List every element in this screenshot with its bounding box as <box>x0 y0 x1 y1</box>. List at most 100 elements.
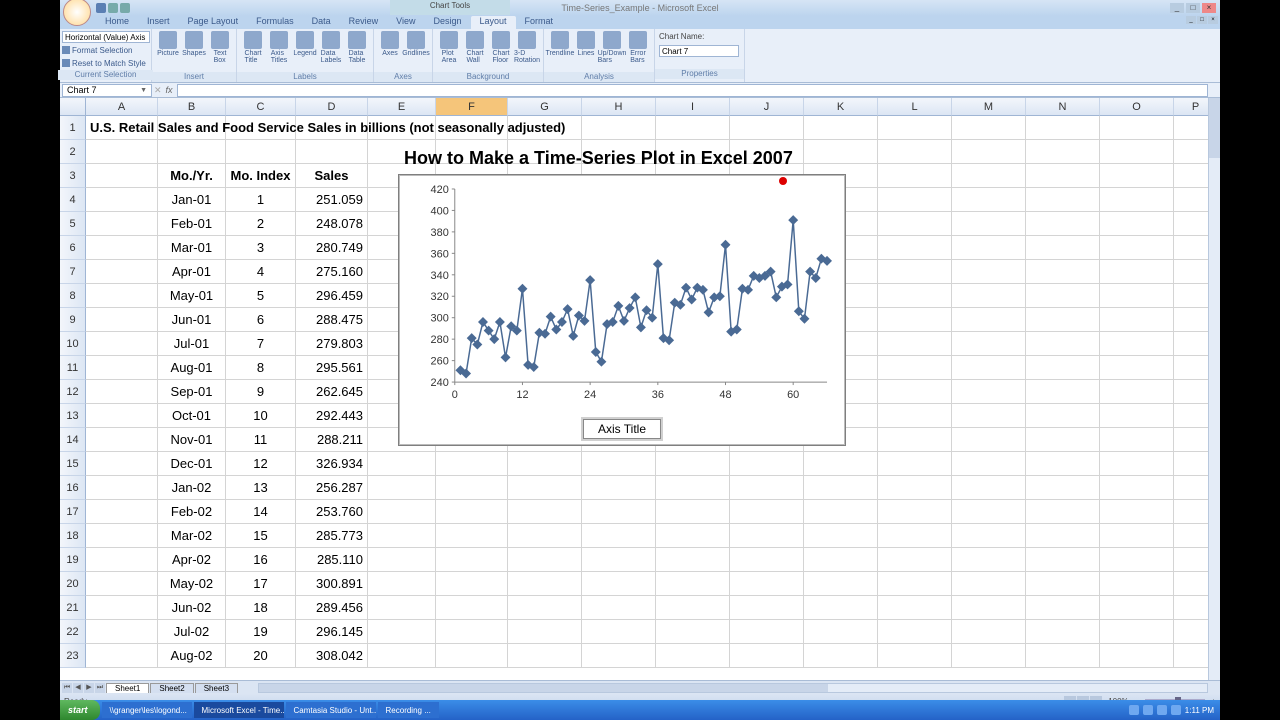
row-header[interactable]: 15 <box>60 452 86 476</box>
cell[interactable] <box>1100 212 1174 236</box>
cell[interactable]: Mar-02 <box>158 524 226 548</box>
cell[interactable] <box>804 524 878 548</box>
cell[interactable] <box>86 332 158 356</box>
cell[interactable] <box>1100 404 1174 428</box>
ribbon-3-d-rotation-button[interactable]: 3-DRotation <box>515 31 539 64</box>
cell[interactable] <box>86 548 158 572</box>
cell[interactable] <box>952 620 1026 644</box>
col-header-E[interactable]: E <box>368 98 436 116</box>
taskbar-item[interactable]: Microsoft Excel - Time... <box>194 702 284 718</box>
ribbon-text-box-button[interactable]: TextBox <box>208 31 232 64</box>
cell[interactable] <box>878 332 952 356</box>
cell[interactable]: 16 <box>226 548 296 572</box>
cell[interactable] <box>1026 164 1100 188</box>
cell[interactable] <box>226 140 296 164</box>
row-header[interactable]: 11 <box>60 356 86 380</box>
tab-design[interactable]: Design <box>424 16 470 29</box>
cell[interactable] <box>804 476 878 500</box>
tray-icon[interactable] <box>1143 705 1153 715</box>
cell[interactable]: Sep-01 <box>158 380 226 404</box>
cell[interactable] <box>86 260 158 284</box>
cell[interactable] <box>952 284 1026 308</box>
cell[interactable] <box>508 572 582 596</box>
cell[interactable] <box>508 500 582 524</box>
cell[interactable] <box>952 524 1026 548</box>
cell[interactable] <box>730 596 804 620</box>
tab-formulas[interactable]: Formulas <box>247 16 303 29</box>
tab-view[interactable]: View <box>387 16 424 29</box>
cell[interactable]: Mo. Index <box>226 164 296 188</box>
cell[interactable]: 15 <box>226 524 296 548</box>
cell[interactable] <box>878 236 952 260</box>
cell[interactable] <box>730 572 804 596</box>
cell[interactable] <box>1100 476 1174 500</box>
taskbar-item[interactable]: \\granger\les\logond... <box>102 702 192 718</box>
cell[interactable] <box>1026 524 1100 548</box>
cell[interactable]: Jul-02 <box>158 620 226 644</box>
row-header[interactable]: 7 <box>60 260 86 284</box>
cell[interactable] <box>656 548 730 572</box>
ribbon-plot-area-button[interactable]: PlotArea <box>437 31 461 64</box>
cell[interactable] <box>508 452 582 476</box>
cell[interactable] <box>86 428 158 452</box>
cell[interactable]: 11 <box>226 428 296 452</box>
cell[interactable] <box>952 260 1026 284</box>
reset-style-button[interactable]: Reset to Match Style <box>62 58 149 69</box>
cell[interactable] <box>952 164 1026 188</box>
col-header-G[interactable]: G <box>508 98 582 116</box>
cell[interactable] <box>582 596 656 620</box>
row-header[interactable]: 10 <box>60 332 86 356</box>
save-icon[interactable] <box>96 3 106 13</box>
cell[interactable]: 6 <box>226 308 296 332</box>
cell[interactable]: 296.459 <box>296 284 368 308</box>
cell[interactable] <box>952 452 1026 476</box>
cell[interactable] <box>582 500 656 524</box>
cell[interactable] <box>368 572 436 596</box>
sheet-tab-sheet1[interactable]: Sheet1 <box>106 683 149 693</box>
cell[interactable]: 308.042 <box>296 644 368 668</box>
cell[interactable]: Feb-01 <box>158 212 226 236</box>
cell[interactable] <box>1026 356 1100 380</box>
col-header-N[interactable]: N <box>1026 98 1100 116</box>
row-header[interactable]: 2 <box>60 140 86 164</box>
row-header[interactable]: 9 <box>60 308 86 332</box>
cell[interactable]: 292.443 <box>296 404 368 428</box>
cell[interactable]: 288.211 <box>296 428 368 452</box>
cell[interactable] <box>952 572 1026 596</box>
cell[interactable] <box>952 236 1026 260</box>
cell[interactable]: Feb-02 <box>158 500 226 524</box>
cell[interactable]: 7 <box>226 332 296 356</box>
col-header-D[interactable]: D <box>296 98 368 116</box>
ribbon-trendline-button[interactable]: Trendline <box>548 31 572 57</box>
cell[interactable] <box>1026 380 1100 404</box>
cell[interactable] <box>86 524 158 548</box>
cell[interactable] <box>804 452 878 476</box>
worksheet[interactable]: ABCDEFGHIJKLMNOP 1U.S. Retail Sales and … <box>60 98 1220 680</box>
cell[interactable] <box>952 308 1026 332</box>
cell[interactable] <box>1100 572 1174 596</box>
cell[interactable] <box>1026 596 1100 620</box>
cell[interactable] <box>1100 548 1174 572</box>
name-box[interactable]: Chart 7 ▼ <box>62 84 152 97</box>
row-header[interactable]: 6 <box>60 236 86 260</box>
cell[interactable] <box>952 500 1026 524</box>
cell[interactable] <box>878 644 952 668</box>
cell[interactable]: 248.078 <box>296 212 368 236</box>
cell[interactable] <box>86 644 158 668</box>
undo-icon[interactable] <box>108 3 118 13</box>
cell[interactable]: 296.145 <box>296 620 368 644</box>
row-header[interactable]: 18 <box>60 524 86 548</box>
start-button[interactable]: start <box>60 700 100 720</box>
cell[interactable] <box>86 476 158 500</box>
cell[interactable] <box>1100 524 1174 548</box>
cell[interactable] <box>1026 308 1100 332</box>
col-header-A[interactable]: A <box>86 98 158 116</box>
cell[interactable] <box>1100 356 1174 380</box>
cell[interactable]: 17 <box>226 572 296 596</box>
cell[interactable] <box>1026 236 1100 260</box>
cell[interactable] <box>730 524 804 548</box>
minimize-button[interactable]: _ <box>1170 3 1184 13</box>
cell[interactable] <box>878 212 952 236</box>
tab-home[interactable]: Home <box>96 16 138 29</box>
close-button[interactable]: × <box>1202 3 1216 13</box>
